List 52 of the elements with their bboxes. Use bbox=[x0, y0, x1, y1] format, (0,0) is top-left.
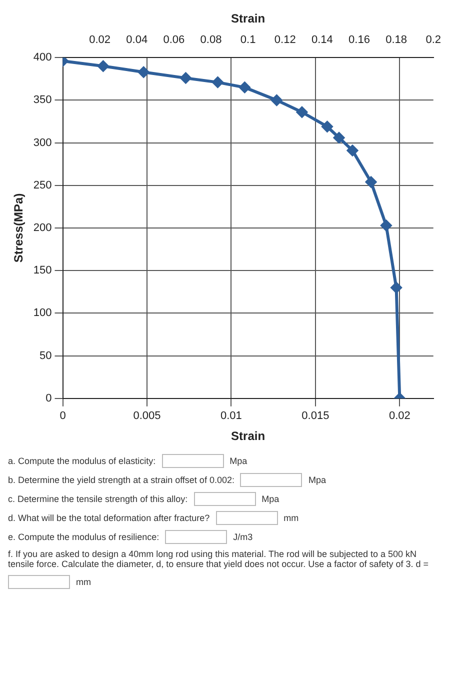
y-axis-title: Stress(MPa) bbox=[12, 193, 26, 263]
text: Mpa bbox=[262, 494, 280, 504]
point bbox=[212, 76, 224, 88]
text: mm bbox=[76, 577, 91, 587]
point bbox=[239, 82, 250, 93]
y-tick-label: 200 bbox=[33, 222, 52, 234]
point bbox=[296, 106, 308, 118]
y-tick-label: 350 bbox=[33, 94, 52, 106]
point bbox=[271, 94, 282, 106]
point bbox=[322, 121, 333, 132]
point bbox=[366, 176, 377, 188]
x2-tick-label: 0.06 bbox=[163, 34, 185, 46]
point bbox=[98, 60, 109, 72]
x-tick-label: 0 bbox=[60, 410, 66, 422]
point bbox=[334, 132, 345, 144]
text: f. If you are asked to design a 40mm long rod using this material. The rod will be subjected to a 500 kN tensile force. Calculate the diameter, d, to ensure that yield does not occur. Use a factor of safety of 3. d = bbox=[8, 549, 430, 569]
point bbox=[180, 72, 192, 84]
x-tick-label: 0.015 bbox=[302, 410, 330, 422]
y-tick-label: 400 bbox=[33, 52, 52, 64]
y-tick-label: 150 bbox=[33, 264, 52, 277]
point bbox=[380, 220, 392, 231]
x-tick-label: 0.005 bbox=[133, 410, 161, 422]
y-tick-label: 0 bbox=[46, 392, 52, 404]
text: d. What will be the total deformation after fracture? bbox=[8, 513, 210, 523]
x-axis-title: Strain bbox=[231, 429, 266, 444]
text: e. Compute the modulus of resilience: bbox=[8, 532, 160, 542]
x2-tick-label: 0.04 bbox=[126, 34, 148, 46]
y-tick-label: 300 bbox=[33, 136, 52, 149]
text: c. Determine the tensile strength of this alloy: bbox=[8, 494, 188, 504]
x2-axis-title: Strain bbox=[231, 12, 266, 26]
x2-tick-label: 0.1 bbox=[240, 34, 256, 46]
text: a. Compute the modulus of elasticity: bbox=[8, 456, 156, 466]
text: b. Determine the yield strength at a strain offset of 0.002: bbox=[8, 475, 234, 485]
x-tick-label: 0.01 bbox=[220, 410, 242, 422]
point bbox=[390, 282, 402, 294]
text: mm bbox=[284, 513, 299, 523]
text: J/m3 bbox=[233, 532, 253, 542]
x2-tick-label: 0.12 bbox=[274, 34, 296, 46]
y-tick-label: 250 bbox=[33, 179, 52, 192]
text: Mpa bbox=[308, 475, 326, 485]
x2-tick-label: 0.14 bbox=[311, 34, 333, 46]
y-tick-label: 50 bbox=[40, 350, 52, 362]
text: Mpa bbox=[230, 456, 248, 466]
point bbox=[138, 66, 150, 78]
x-tick-label: 0.02 bbox=[388, 410, 410, 422]
x2-tick-label: 0.16 bbox=[348, 34, 370, 46]
point bbox=[346, 144, 358, 156]
x2-tick-label: 0.08 bbox=[200, 34, 222, 46]
x2-tick-label: 0.18 bbox=[386, 34, 408, 46]
x2-tick-label: 0.02 bbox=[89, 34, 111, 46]
y-tick-label: 100 bbox=[33, 307, 52, 320]
x2-tick-label: 0.2 bbox=[426, 34, 442, 46]
